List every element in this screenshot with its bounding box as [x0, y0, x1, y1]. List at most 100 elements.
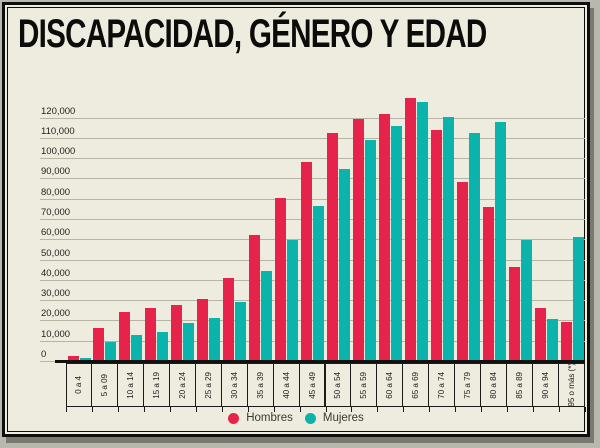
x-axis-tick-label: 80 a 84	[489, 371, 499, 399]
y-gridline-80000	[40, 198, 585, 200]
x-axis-tick-mark	[533, 407, 535, 412]
x-axis-tick-label: 65 a 69	[411, 371, 421, 399]
bar-hombres-10-a-14	[119, 312, 131, 361]
x-axis-tick-mark	[195, 407, 197, 412]
mujeres-legend-dot-icon	[304, 412, 316, 424]
bar-hombres-60-a-64	[378, 113, 390, 361]
x-axis-tick-label: 20 a 24	[177, 371, 187, 399]
x-axis-tick-mark	[507, 407, 509, 412]
bar-mujeres-30-a-34	[235, 302, 247, 361]
x-axis-tick-label: 10 a 14	[125, 371, 135, 399]
bar-mujeres-35-a-39	[261, 270, 273, 361]
bar-mujeres-60-a-64	[390, 125, 402, 361]
bar-mujeres-50-a-54	[339, 169, 350, 361]
bar-hombres-5-a-09	[93, 327, 105, 361]
bar-mujeres-15-a-19	[157, 331, 169, 361]
legend-label-hombres: Hombres	[246, 412, 293, 424]
y-gridline-30000	[40, 300, 585, 302]
x-axis-tick-mark	[455, 407, 457, 412]
x-axis-tick-label: 75 a 79	[463, 371, 473, 399]
x-axis-tick-mark	[481, 407, 483, 412]
bar-mujeres-85-a-89	[520, 240, 532, 361]
x-axis-tick-label: 5 a 09	[99, 373, 109, 397]
x-tick-box-5-a-09: 5 a 09	[90, 363, 118, 407]
y-axis-tick-label: 30,000	[41, 288, 71, 300]
bar-hombres-20-a-24	[171, 305, 183, 361]
bar-hombres-85-a-89	[508, 266, 520, 361]
y-axis-tick-label: 10,000	[41, 328, 71, 340]
x-axis-tick-mark	[221, 407, 223, 412]
x-tick-box-60-a-64: 60 a 64	[376, 363, 404, 407]
y-axis-tick-label: 90,000	[41, 166, 71, 178]
x-tick-box-20-a-24: 20 a 24	[168, 363, 196, 407]
bar-hombres-80-a-84	[482, 206, 494, 361]
bar-mujeres-95-o-más-(*)	[572, 237, 584, 361]
bar-mujeres-10-a-14	[131, 334, 143, 361]
bar-hombres-90-a-94	[534, 308, 546, 361]
x-axis-tick-label: 95 o más (*)	[567, 363, 577, 407]
y-gridline-90000	[40, 178, 585, 180]
y-axis-tick-label: 0	[41, 349, 47, 360]
bar-mujeres-0-a-4	[79, 357, 91, 361]
y-axis-tick-label: 70,000	[41, 207, 71, 219]
bar-hombres-55-a-59	[352, 118, 364, 361]
bar-mujeres-75-a-79	[468, 132, 480, 361]
x-axis-tick-label: 45 a 49	[307, 371, 317, 399]
bar-hombres-65-a-69	[404, 98, 416, 361]
x-axis-tick-label: 90 a 94	[541, 371, 551, 399]
x-axis-tick-mark	[585, 407, 586, 412]
x-axis-tick-mark	[143, 407, 145, 412]
x-axis-tick-label: 30 a 34	[229, 371, 239, 399]
x-tick-box-75-a-79: 75 a 79	[454, 363, 482, 407]
x-axis-tick-mark	[403, 407, 405, 412]
x-tick-box-50-a-54: 50 a 54	[324, 363, 352, 407]
x-axis-tick-label: 15 a 19	[151, 371, 161, 399]
bar-mujeres-40-a-44	[287, 240, 299, 361]
x-tick-box-10-a-14: 10 a 14	[116, 363, 144, 407]
y-axis-tick-label: 60,000	[41, 227, 71, 239]
bar-hombres-50-a-54	[327, 132, 338, 361]
x-tick-box-15-a-19: 15 a 19	[142, 363, 170, 407]
y-axis-tick-label: 80,000	[41, 186, 71, 198]
y-axis-tick-label: 100,000	[41, 146, 76, 158]
bar-hombres-45-a-49	[301, 162, 313, 361]
x-tick-box-90-a-94: 90 a 94	[532, 363, 560, 407]
x-axis-tick-mark	[169, 407, 171, 412]
bar-mujeres-55-a-59	[364, 139, 376, 361]
legend-item-hombres: Hombres	[228, 412, 293, 424]
chart-legend: Hombres Mujeres	[8, 412, 584, 424]
bar-mujeres-25-a-29	[209, 318, 221, 361]
y-axis-tick-label: 110,000	[41, 125, 75, 137]
x-tick-box-35-a-39: 35 a 39	[246, 363, 274, 407]
bar-mujeres-45-a-49	[313, 205, 325, 361]
y-gridline-120000	[40, 117, 585, 119]
x-tick-box-85-a-89: 85 a 89	[506, 363, 534, 407]
bar-hombres-0-a-4	[67, 355, 79, 361]
x-axis-tick-mark	[247, 407, 249, 412]
y-gridline-40000	[40, 279, 585, 281]
y-axis-tick-label: 120,000	[41, 105, 76, 117]
x-axis-tick-label: 35 a 39	[255, 371, 265, 399]
x-tick-box-45-a-49: 45 a 49	[298, 363, 326, 407]
y-axis-tick-label: 50,000	[41, 247, 71, 259]
x-tick-box-65-a-69: 65 a 69	[402, 363, 430, 407]
bar-mujeres-65-a-69	[416, 102, 428, 361]
bar-hombres-25-a-29	[197, 299, 209, 361]
y-gridline-50000	[40, 259, 585, 261]
x-tick-box-0-a-4: 0 a 4	[66, 363, 92, 407]
y-axis-tick-label: 40,000	[41, 267, 71, 279]
bar-hombres-95-o-más-(*)	[560, 322, 572, 361]
bar-mujeres-70-a-74	[442, 116, 454, 361]
bar-hombres-35-a-39	[249, 235, 261, 361]
y-gridline-10000	[40, 340, 585, 342]
x-tick-box-40-a-44: 40 a 44	[272, 363, 300, 407]
bar-hombres-40-a-44	[275, 197, 287, 361]
infographic-inner-frame: DISCAPACIDAD, GÉNERO Y EDAD Hombres Muje…	[7, 7, 586, 432]
bar-hombres-15-a-19	[145, 308, 157, 361]
x-axis-tick-label: 0 a 4	[74, 376, 84, 394]
x-axis-tick-mark	[377, 407, 379, 412]
x-axis-tick-mark	[66, 407, 67, 412]
x-axis-tick-label: 25 a 29	[203, 371, 213, 399]
bar-hombres-75-a-79	[456, 181, 468, 361]
x-axis-tick-label: 40 a 44	[281, 371, 291, 399]
